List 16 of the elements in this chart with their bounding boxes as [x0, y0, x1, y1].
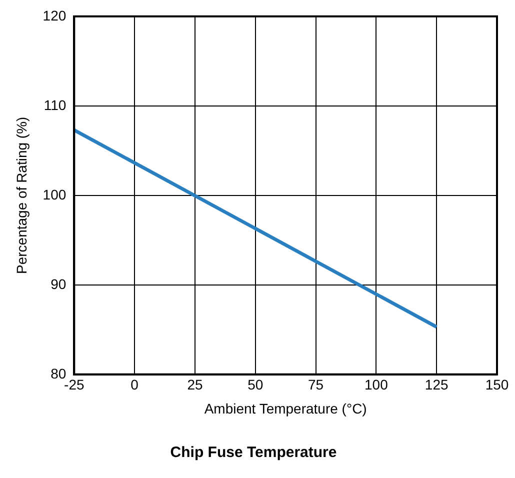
x-tick-label: 25 [187, 376, 203, 393]
y-tick-label: 80 [50, 365, 66, 382]
x-tick-label: 0 [130, 376, 139, 393]
text: Chip Fuse Temperature [170, 444, 337, 462]
y-tick-label: 110 [44, 96, 66, 113]
x-tick-label: -25 [64, 376, 84, 393]
y-tick-label: 90 [50, 276, 66, 292]
x-axis-title: Ambient Temperature (°C) [204, 400, 367, 416]
y-tick-label: 100 [42, 186, 66, 202]
x-tick-label: 100 [364, 376, 388, 393]
x-tick-label: 50 [248, 376, 264, 393]
y-tick-label: 120 [42, 7, 66, 24]
x-tick-label: 150 [485, 376, 509, 393]
x-tick-label: 75 [308, 376, 324, 393]
y-axis-title: Percentage of Rating (%) [13, 116, 30, 274]
x-tick-label: 125 [424, 376, 448, 393]
